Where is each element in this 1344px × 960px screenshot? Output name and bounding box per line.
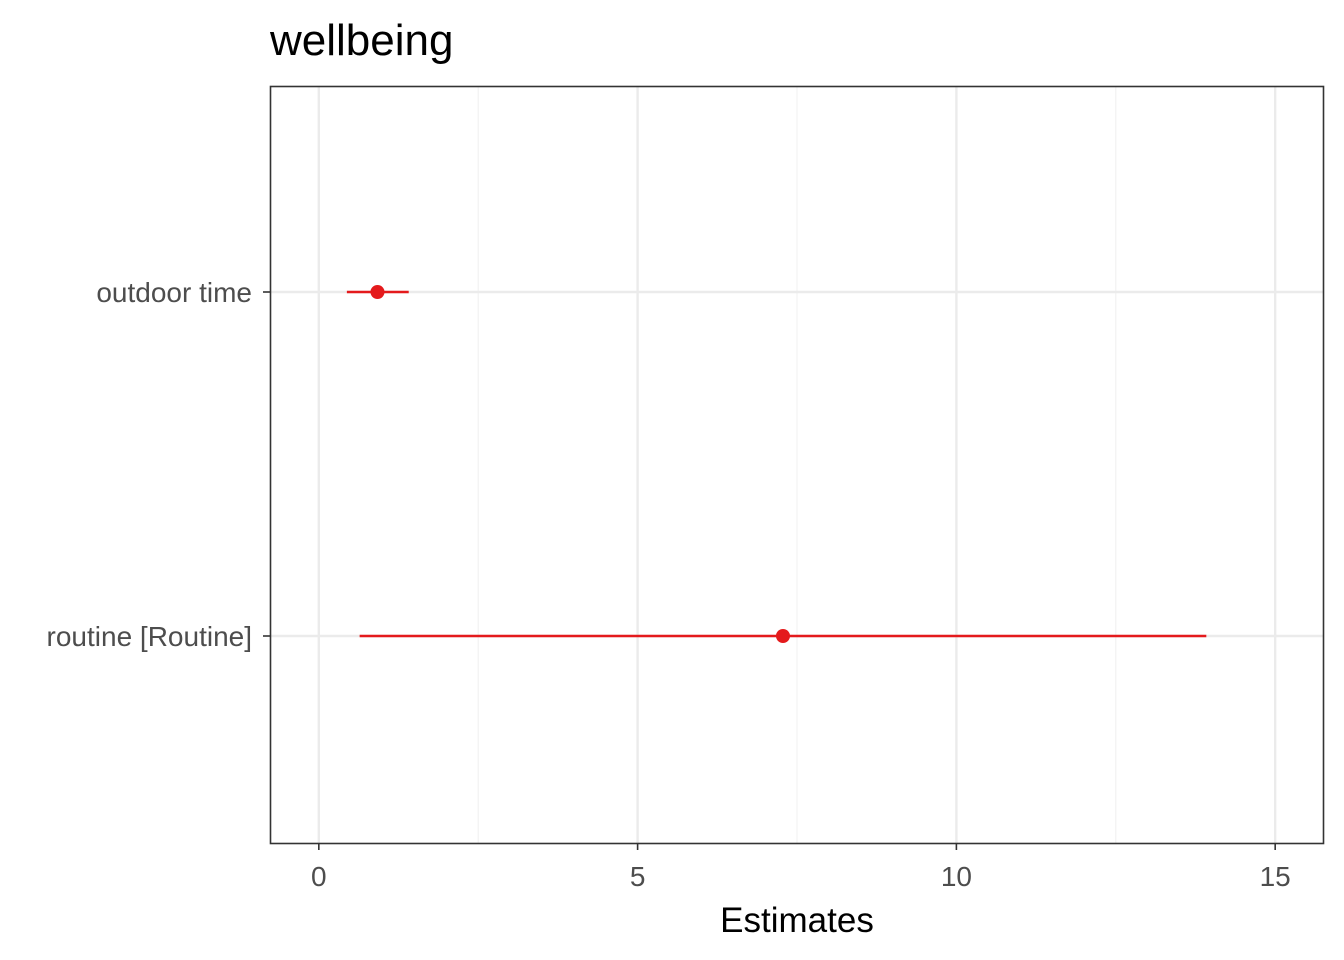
y-tick-label: routine [Routine] — [47, 621, 252, 652]
estimate-point — [775, 629, 790, 643]
axes: 0 5 10 15 outdoor time routine [Routine] — [47, 277, 1291, 892]
x-tick-label: 15 — [1260, 861, 1291, 892]
x-tick-label: 5 — [630, 861, 646, 892]
panel-border — [269, 85, 1325, 845]
estimate-point — [370, 285, 385, 299]
x-axis-title: Estimates — [720, 901, 874, 940]
chart-title: wellbeing — [269, 16, 453, 65]
x-tick-label: 10 — [941, 861, 972, 892]
x-tick-label: 0 — [311, 861, 327, 892]
y-tick-label: outdoor time — [96, 277, 252, 308]
estimate-marks — [346, 285, 1207, 643]
